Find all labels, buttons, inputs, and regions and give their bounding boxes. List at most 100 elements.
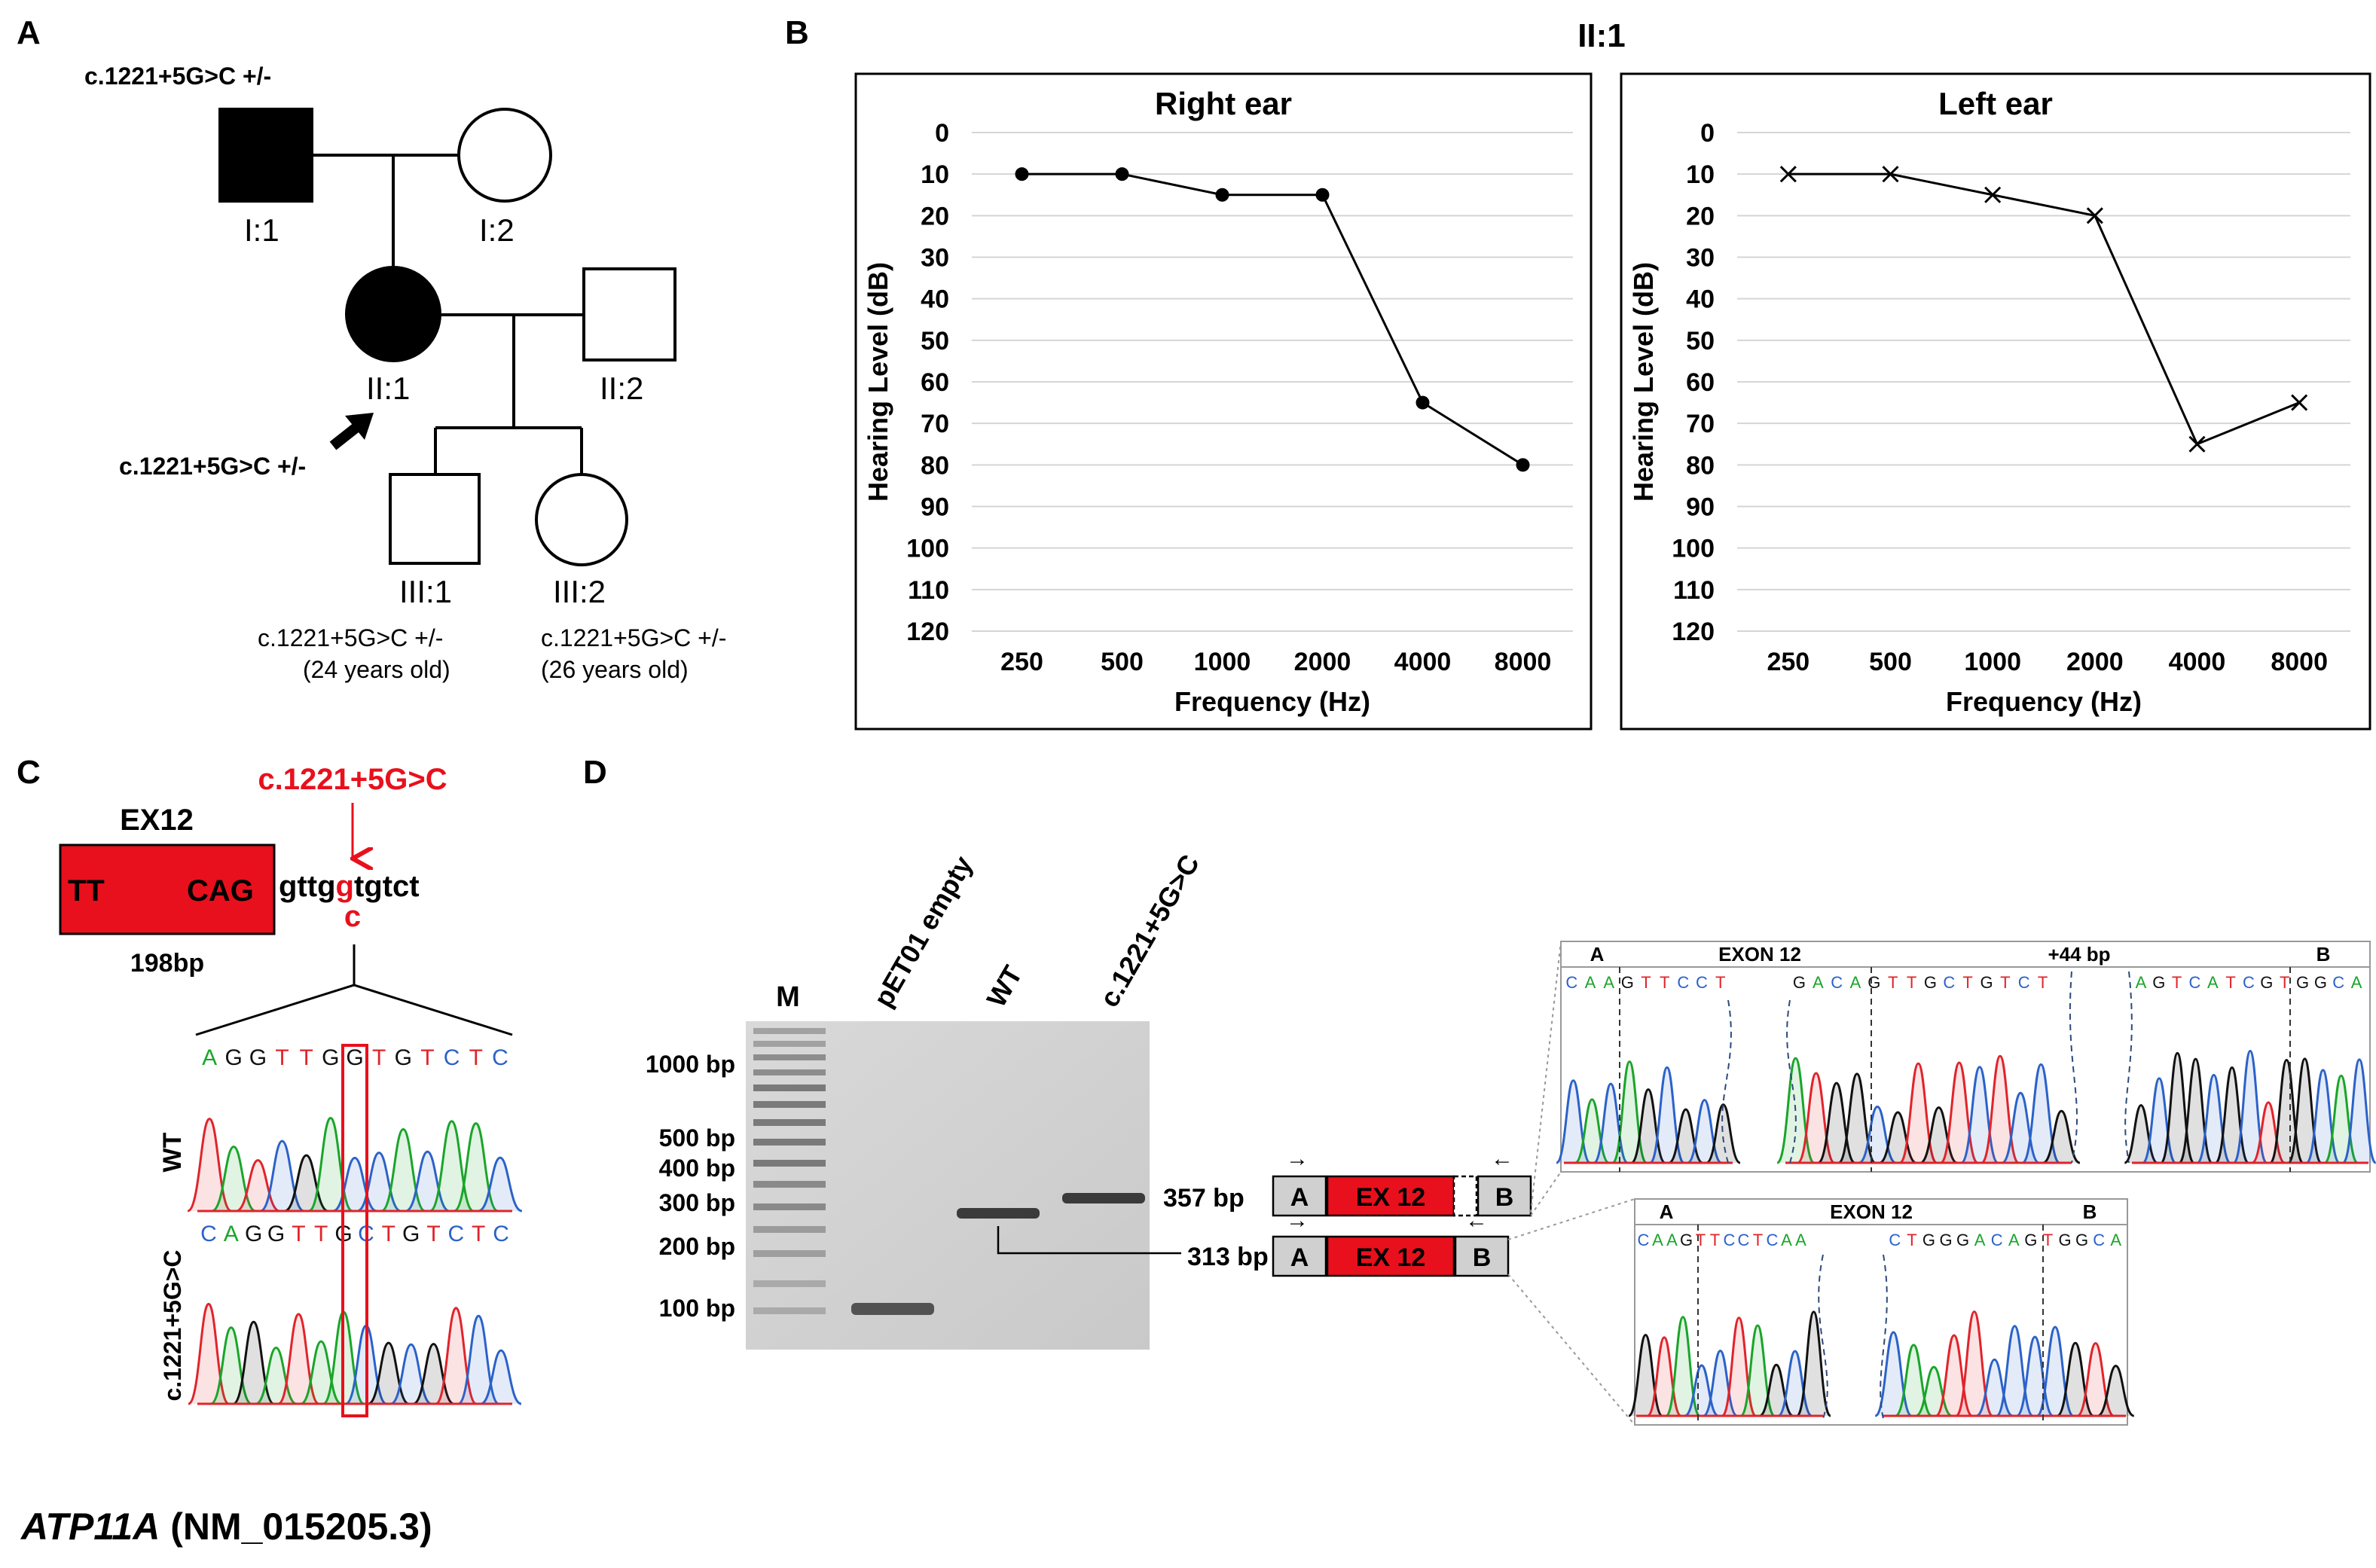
base-call: G bbox=[402, 1222, 420, 1246]
y-tick-label: 60 bbox=[1686, 368, 1715, 397]
base-call: T bbox=[1696, 1231, 1706, 1249]
base-call: G bbox=[2296, 973, 2309, 992]
base-call: A bbox=[1974, 1231, 1986, 1249]
audiogram-left-ear: Left ear 0 10 20 30 40 50 60 70 80 90 100 110 120 250 5… bbox=[1620, 72, 2371, 731]
proband-arrow-icon bbox=[329, 413, 374, 450]
base-call: T bbox=[372, 1045, 386, 1070]
gene-name: ATP11A (NM_015205.3) bbox=[20, 1505, 432, 1548]
splice-gap bbox=[1818, 1254, 1828, 1420]
lane-label-wt: WT bbox=[980, 960, 1028, 1012]
base-call: G bbox=[1980, 973, 1993, 992]
y-tick-label: 70 bbox=[921, 410, 949, 438]
ladder-300: 300 bp bbox=[659, 1189, 735, 1216]
data-point bbox=[1416, 395, 1430, 410]
base-call: G bbox=[2058, 1231, 2071, 1249]
base-call: T bbox=[2172, 973, 2182, 992]
base-call: G bbox=[1939, 1231, 1952, 1249]
fwd-primer-arrow-icon-2: → bbox=[1286, 1208, 1309, 1233]
base-call: T bbox=[2043, 1231, 2053, 1249]
exon-right-bases: CAG bbox=[187, 874, 254, 908]
band-wt-313bp bbox=[957, 1208, 1040, 1219]
base-call: T bbox=[2038, 973, 2048, 992]
base-call: G bbox=[346, 1045, 363, 1070]
base-call: G bbox=[225, 1045, 243, 1070]
base-call: C bbox=[2018, 973, 2030, 992]
base-call: C bbox=[1738, 1231, 1750, 1249]
y-tick-label: 100 bbox=[1672, 535, 1715, 563]
y-axis-label: Hearing Level (dB) bbox=[863, 262, 893, 502]
trace-peak bbox=[1795, 1310, 1832, 1417]
base-call: A bbox=[1813, 973, 1824, 992]
base-call: T bbox=[2000, 973, 2010, 992]
x-tick-label: 500 bbox=[1869, 648, 1912, 676]
trace-peak bbox=[211, 1145, 256, 1213]
mut-label: c.1221+5G>C bbox=[159, 1249, 186, 1401]
trace-peak bbox=[284, 1154, 329, 1213]
id-i1: I:1 bbox=[244, 212, 279, 248]
construct-357: → ← A EX 12 B bbox=[1272, 1146, 1532, 1217]
construct-313: → ← A EX 12 B bbox=[1272, 1208, 1510, 1277]
id-i2: I:2 bbox=[479, 212, 515, 248]
construct-313-a: A bbox=[1290, 1243, 1309, 1272]
y-tick-label: 40 bbox=[921, 285, 949, 314]
base-call: G bbox=[1621, 973, 1634, 992]
data-point bbox=[1015, 167, 1029, 182]
trace-peak bbox=[1706, 1103, 1741, 1164]
base-call: G bbox=[2024, 1231, 2037, 1249]
lane-label-pet01: pET01 empty bbox=[867, 850, 979, 1012]
base-call: C bbox=[2189, 973, 2201, 992]
base-call: A bbox=[2207, 973, 2219, 992]
ladder-100: 100 bp bbox=[659, 1295, 735, 1322]
data-point bbox=[1779, 166, 1797, 183]
exon-box-c bbox=[59, 843, 276, 935]
y-tick-label: 80 bbox=[921, 451, 949, 480]
base-call: T bbox=[1660, 973, 1669, 992]
base-call: T bbox=[292, 1222, 305, 1246]
data-point bbox=[1215, 188, 1229, 202]
base-call: G bbox=[2152, 973, 2165, 992]
base-call: C bbox=[1943, 973, 1955, 992]
base-call: C bbox=[1638, 1231, 1650, 1249]
base-call: G bbox=[1924, 973, 1937, 992]
base-call: C bbox=[200, 1222, 217, 1246]
y-tick-label: 0 bbox=[1700, 119, 1715, 148]
data-point bbox=[2086, 207, 2103, 224]
exon-size: 198bp bbox=[130, 949, 204, 978]
splice-gap bbox=[1786, 999, 1797, 1164]
pedigree-i1-affected-male bbox=[218, 108, 313, 203]
base-call: T bbox=[1888, 973, 1898, 992]
construct-357-b: B bbox=[1495, 1183, 1514, 1212]
transcript-id: (NM_015205.3) bbox=[170, 1505, 432, 1548]
base-call: G bbox=[1956, 1231, 1969, 1249]
splice-gap bbox=[2124, 971, 2133, 1164]
trace-peak bbox=[1879, 1111, 1917, 1164]
panel-label-b: B bbox=[785, 14, 809, 51]
base-call: A bbox=[202, 1045, 217, 1070]
lane-label-m: M bbox=[776, 981, 800, 1013]
base-call: A bbox=[2351, 973, 2362, 992]
base-call: C bbox=[1889, 1231, 1901, 1249]
x-tick-label: 250 bbox=[1000, 648, 1043, 676]
base-call: T bbox=[1753, 1231, 1763, 1249]
base-call: A bbox=[224, 1222, 239, 1246]
trace-bottom-a: A bbox=[1660, 1200, 1674, 1223]
data-point bbox=[1516, 458, 1530, 472]
trace-bottom-exon: EXON 12 bbox=[1830, 1200, 1913, 1223]
y-tick-label: 90 bbox=[1686, 493, 1715, 522]
trace-top-a: A bbox=[1590, 943, 1605, 966]
data-point bbox=[1115, 167, 1129, 182]
variant-label-iii1: c.1221+5G>C +/- bbox=[258, 624, 443, 651]
y-tick-label: 10 bbox=[921, 160, 949, 189]
y-tick-label: 30 bbox=[921, 244, 949, 273]
trace-top-exon: EXON 12 bbox=[1718, 943, 1801, 966]
base-call: C bbox=[2243, 973, 2255, 992]
construct-313-b: B bbox=[1473, 1243, 1492, 1272]
y-tick-label: 20 bbox=[1686, 202, 1715, 230]
base-call: T bbox=[472, 1222, 485, 1246]
x-axis-label: Frequency (Hz) bbox=[1946, 686, 2142, 717]
audiogram-frame bbox=[1620, 72, 2371, 731]
band-mut-357bp bbox=[1062, 1193, 1145, 1203]
y-tick-label: 80 bbox=[1686, 451, 1715, 480]
trace-peak bbox=[480, 1349, 522, 1405]
